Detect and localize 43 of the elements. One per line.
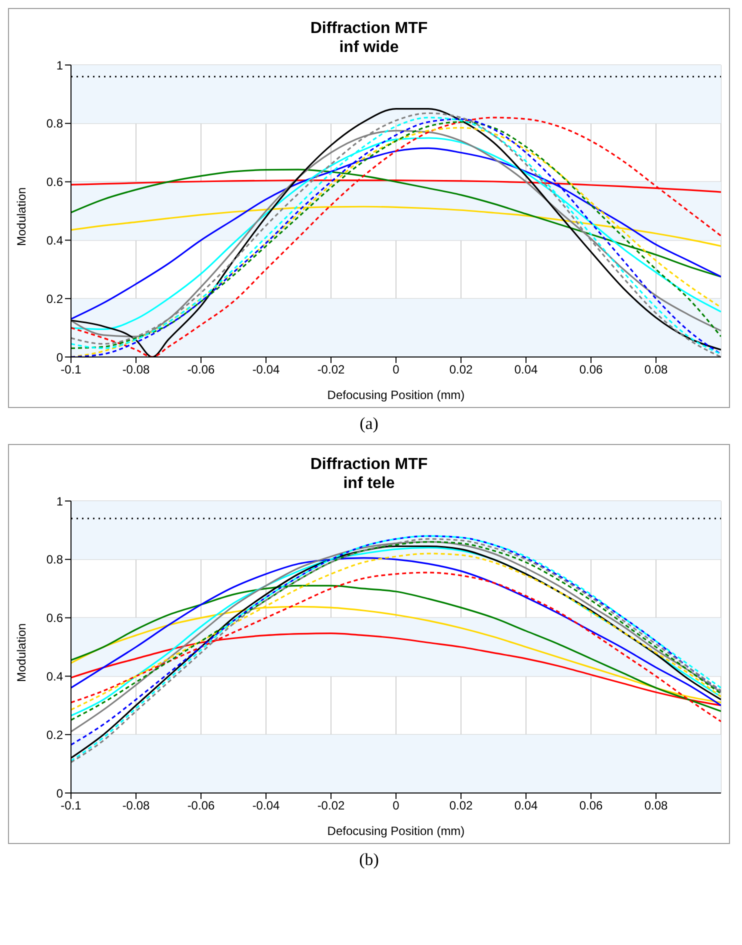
- y-tick-label: 0: [56, 786, 64, 800]
- chart-title: Diffraction MTF: [309, 19, 429, 38]
- x-tick-label: -0.04: [252, 798, 280, 813]
- y-tick-label: 0.4: [46, 669, 64, 684]
- y-axis-title: Modulation: [14, 187, 28, 246]
- y-tick-label: 0.2: [46, 728, 64, 742]
- x-tick-label: -0.08: [122, 798, 150, 813]
- x-tick-label: 0: [392, 362, 400, 377]
- chart-subtitle: inf tele: [342, 474, 396, 493]
- y-tick-label: 0.6: [46, 611, 64, 626]
- x-tick-label: -0.1: [60, 362, 82, 377]
- x-tick-label: 0.04: [514, 362, 538, 377]
- chart-title: Diffraction MTF: [309, 455, 429, 474]
- x-tick-label: 0.08: [644, 798, 668, 813]
- chart-subtitle: inf wide: [338, 38, 400, 57]
- text: (b): [358, 850, 380, 870]
- y-tick-label: 1: [56, 494, 64, 508]
- line-series: [71, 572, 721, 722]
- x-tick-label: 0: [392, 798, 400, 813]
- x-tick-label: -0.02: [317, 362, 345, 377]
- x-tick-label: 0.06: [579, 798, 603, 813]
- x-axis-title: Defocusing Position (mm): [327, 824, 465, 838]
- y-tick-label: 0.8: [46, 116, 64, 131]
- x-tick-label: 0.08: [644, 362, 668, 377]
- x-tick-label: -0.04: [252, 362, 280, 377]
- text: (a): [358, 414, 380, 434]
- x-tick-label: -0.06: [187, 362, 215, 377]
- x-axis-title: Defocusing Position (mm): [327, 388, 465, 402]
- y-tick-label: 0.8: [46, 552, 64, 567]
- x-tick-label: 0.02: [449, 362, 473, 377]
- x-tick-label: -0.06: [187, 798, 215, 813]
- x-tick-label: -0.1: [60, 798, 82, 813]
- x-tick-label: 0.04: [514, 798, 538, 813]
- y-axis-title: Modulation: [14, 623, 28, 682]
- x-tick-label: -0.08: [122, 362, 150, 377]
- x-tick-label: 0.02: [449, 798, 473, 813]
- y-tick-label: 1: [56, 58, 64, 72]
- y-tick-label: 0: [56, 350, 64, 364]
- y-tick-label: 0.2: [46, 292, 64, 306]
- y-tick-label: 0.6: [46, 175, 64, 190]
- x-tick-label: 0.06: [579, 362, 603, 377]
- y-tick-label: 0.4: [46, 233, 64, 248]
- x-tick-label: -0.02: [317, 798, 345, 813]
